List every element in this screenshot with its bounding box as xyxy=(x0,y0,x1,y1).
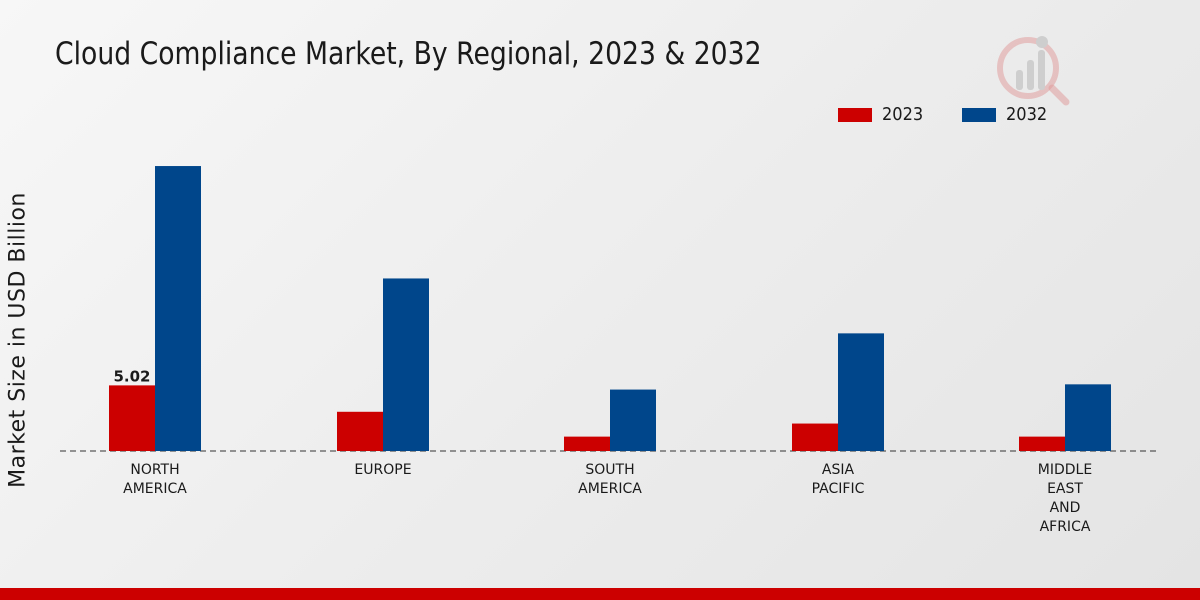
x-tick-label-line: AFRICA xyxy=(1040,519,1091,535)
x-tick-label-line: EAST xyxy=(1047,481,1083,497)
bar-2023-north-america xyxy=(109,385,155,451)
bar-2023-south-america xyxy=(564,436,610,451)
x-tick-label-line: PACIFIC xyxy=(812,481,865,497)
footer-accent-bar xyxy=(0,588,1200,600)
x-tick-label-middle-east-and-africa: MIDDLE EAST AND AFRICA xyxy=(1038,462,1092,535)
bar-2023-europe xyxy=(337,411,383,451)
legend-item-2023: 2023 xyxy=(838,104,928,125)
legend-swatch-2032 xyxy=(961,107,996,122)
legend-item-2032: 2032 xyxy=(961,104,1052,125)
x-tick-label-north-america: NORTH AMERICA xyxy=(123,462,187,497)
chart-title: Cloud Compliance Market, By Regional, 20… xyxy=(55,36,762,72)
x-tick-label-south-america: SOUTH AMERICA xyxy=(578,462,642,497)
tick-labels-group: NORTH AMERICA EUROPE SOUTH AMERICA ASIA PACIFI… xyxy=(123,462,1092,535)
x-tick-label-asia-pacific: ASIA PACIFIC xyxy=(812,462,865,497)
bar-2032-middle-east-and-africa xyxy=(1065,384,1111,451)
x-tick-label-line: SOUTH xyxy=(585,462,634,478)
legend: 2023 2032 xyxy=(838,104,1086,125)
bar-2023-asia-pacific xyxy=(792,423,838,451)
x-tick-label-line: AND xyxy=(1050,500,1081,516)
legend-label-2023: 2023 xyxy=(882,104,924,125)
bar-2032-europe xyxy=(383,278,429,451)
x-tick-label-line: NORTH xyxy=(130,462,179,478)
bar-2023-middle-east-and-africa xyxy=(1019,436,1065,451)
legend-swatch-2023 xyxy=(838,107,872,122)
x-tick-label-line: ASIA xyxy=(822,462,855,478)
x-tick-label-line: MIDDLE xyxy=(1038,462,1092,478)
x-tick-label-line: AMERICA xyxy=(578,481,642,497)
x-tick-label-line: EUROPE xyxy=(354,462,411,478)
legend-label-2032: 2032 xyxy=(1005,104,1048,125)
data-label-2023-0: 5.02 xyxy=(113,367,150,385)
bar-2032-south-america xyxy=(610,389,656,451)
bar-2032-north-america xyxy=(155,166,201,452)
x-tick-label-europe: EUROPE xyxy=(354,462,411,478)
x-tick-label-line: AMERICA xyxy=(123,481,187,497)
bars-group xyxy=(109,166,1111,452)
data-labels-group: 5.02 xyxy=(113,367,150,385)
bar-2032-asia-pacific xyxy=(838,333,884,451)
watermark-logo-icon xyxy=(997,36,1070,106)
